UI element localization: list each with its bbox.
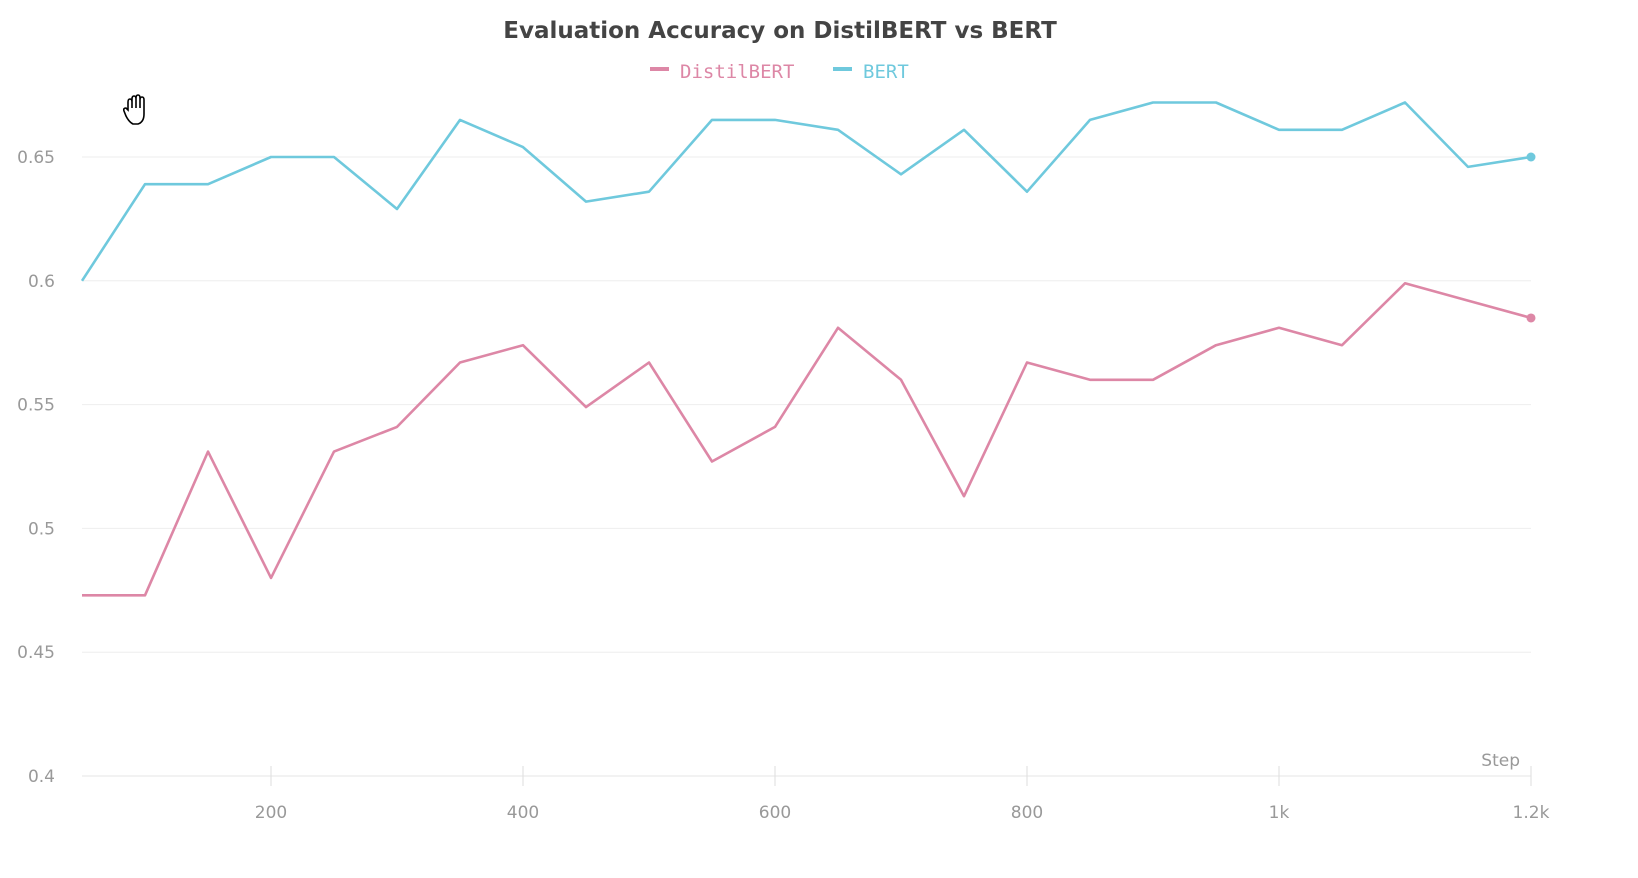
series-endpoint-distilbert xyxy=(1526,313,1536,323)
y-tick-label: 0.55 xyxy=(17,396,55,416)
gridlines xyxy=(82,156,1531,777)
legend-label: BERT xyxy=(863,61,909,83)
series-lines xyxy=(80,101,1536,597)
hand-grab-icon xyxy=(122,94,145,125)
x-tick-label: 600 xyxy=(759,803,791,823)
x-tick-label: 1k xyxy=(1269,803,1290,823)
y-tick-label: 0.45 xyxy=(17,643,55,663)
chart-title: Evaluation Accuracy on DistilBERT vs BER… xyxy=(503,18,1057,44)
series-line-distilbert xyxy=(82,281,1532,597)
legend-label: DistilBERT xyxy=(680,61,794,83)
y-tick-label: 0.4 xyxy=(28,767,55,787)
y-tick-label: 0.65 xyxy=(17,148,55,168)
y-axis: 0.4 0.45 0.5 0.55 0.6 0.65 xyxy=(17,148,55,787)
series-endpoint-bert xyxy=(1526,152,1536,162)
legend: DistilBERT BERT xyxy=(650,61,909,83)
y-tick-label: 0.6 xyxy=(28,272,55,292)
x-axis: 200 400 600 800 1k 1.2k xyxy=(255,766,1550,823)
x-tick-label: 1.2k xyxy=(1513,803,1550,823)
x-tick-label: 200 xyxy=(255,803,287,823)
x-tick-label: 400 xyxy=(507,803,539,823)
series-line-bert xyxy=(80,101,1532,282)
x-axis-label: Step xyxy=(1481,751,1520,771)
y-tick-label: 0.5 xyxy=(28,519,55,539)
x-tick-label: 800 xyxy=(1011,803,1043,823)
